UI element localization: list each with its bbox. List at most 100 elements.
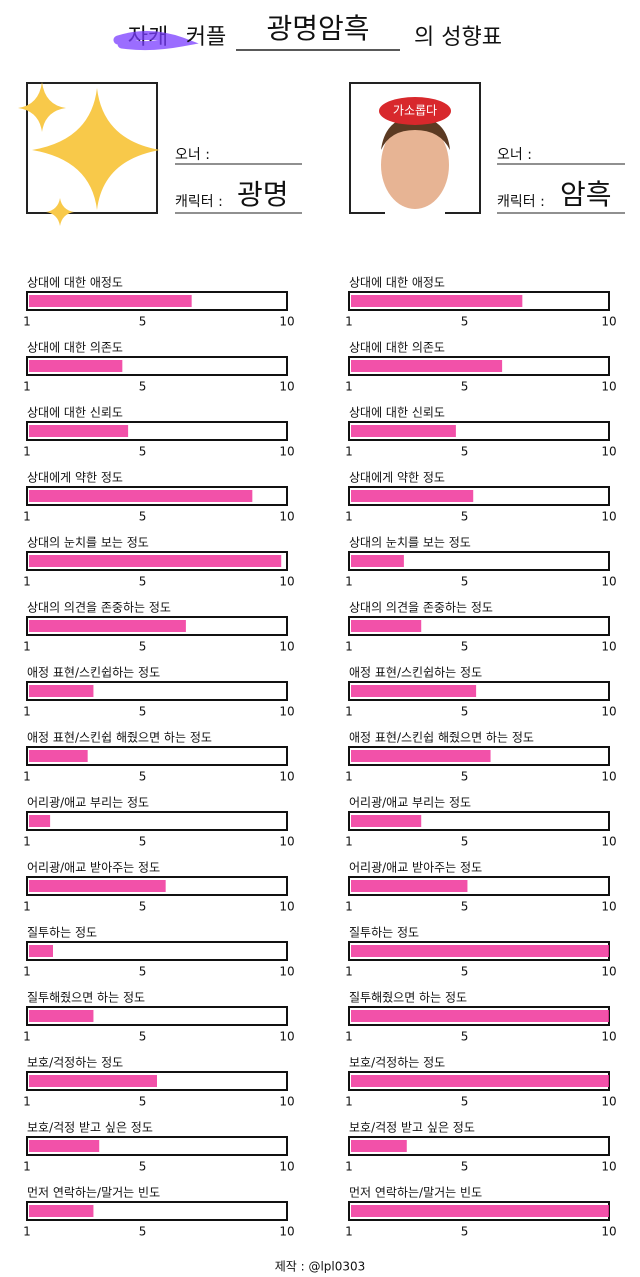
question-label: 보호/걱정 받고 싶은 정도: [27, 1121, 153, 1135]
tick-label: 1: [23, 1160, 31, 1174]
tick-label: 1: [23, 900, 31, 914]
tick-label: 10: [601, 380, 616, 394]
scale-box: [348, 811, 610, 831]
tick-label: 10: [601, 640, 616, 654]
tick-label: 1: [345, 640, 353, 654]
question-label: 상대에 대한 의존도: [349, 341, 445, 355]
tick-label: 5: [461, 315, 469, 329]
tick-label: 5: [461, 705, 469, 719]
tick-label: 5: [461, 640, 469, 654]
char-name: 광명: [237, 178, 289, 211]
question-label: 어리광/애교 부리는 정도: [27, 796, 149, 810]
bar: [351, 490, 474, 502]
tick-label: 1: [345, 705, 353, 719]
sparkle: [18, 82, 66, 132]
question-label: 보호/걱정하는 정도: [27, 1056, 123, 1070]
question-label: 상대의 눈치를 보는 정도: [27, 536, 149, 550]
question-label: 질투해줬으면 하는 정도: [349, 991, 467, 1005]
question-label: 상대에 대한 애정도: [349, 276, 445, 290]
tick-label: 1: [23, 315, 31, 329]
scale-box: [26, 1071, 288, 1091]
tick-label: 5: [461, 575, 469, 589]
scale-box: [26, 1136, 288, 1156]
scale-box: [26, 616, 288, 636]
tick-label: 5: [461, 770, 469, 784]
scale-box: [348, 421, 610, 441]
tick-label: 5: [461, 1095, 469, 1109]
tick-label: 1: [23, 1095, 31, 1109]
tick-label: 10: [601, 510, 616, 524]
tick-label: 1: [23, 835, 31, 849]
bar: [29, 295, 192, 307]
bar: [351, 815, 422, 827]
bar: [29, 620, 186, 632]
tick-label: 10: [601, 835, 616, 849]
bar: [351, 425, 456, 437]
question-label: 상대에게 약한 정도: [27, 470, 123, 485]
bar: [351, 685, 477, 697]
question-label: 질투해줬으면 하는 정도: [27, 991, 145, 1005]
tick-label: 10: [279, 705, 294, 719]
bar: [29, 425, 129, 437]
tick-label: 10: [601, 705, 616, 719]
tick-label: 10: [601, 1225, 616, 1239]
question-label: 상대에 대한 의존도: [27, 341, 123, 355]
tick-label: 10: [601, 1160, 616, 1174]
face: [381, 121, 449, 209]
tick-label: 5: [139, 640, 147, 654]
bar: [351, 295, 523, 307]
scale-box: [26, 421, 288, 441]
tick-label: 1: [345, 900, 353, 914]
tick-label: 5: [139, 510, 147, 524]
tick-label: 10: [279, 1225, 294, 1239]
tick-label: 5: [139, 705, 147, 719]
scale-box: [26, 941, 288, 961]
tick-label: 5: [139, 1160, 147, 1174]
tick-label: 5: [139, 835, 147, 849]
tick-label: 10: [601, 575, 616, 589]
bar: [29, 685, 94, 697]
scale-box: [26, 356, 288, 376]
scale-box: [26, 876, 288, 896]
scale-box: [26, 1006, 288, 1026]
question-label: 질투하는 정도: [27, 926, 97, 940]
char-name: 암흑: [560, 178, 612, 211]
tick-label: 1: [23, 965, 31, 979]
tick-label: 1: [23, 705, 31, 719]
question-label: 상대에게 약한 정도: [349, 470, 445, 485]
tick-label: 1: [345, 835, 353, 849]
tick-label: 10: [279, 835, 294, 849]
footer: 제작 : @lpl0303: [275, 1260, 366, 1274]
bar: [29, 1075, 157, 1087]
shirt: [385, 212, 445, 214]
tick-label: 1: [345, 770, 353, 784]
scale-box: [26, 681, 288, 701]
tick-label: 5: [461, 510, 469, 524]
tick-label: 10: [601, 445, 616, 459]
tick-label: 5: [139, 900, 147, 914]
tick-label: 10: [601, 770, 616, 784]
question-label: 상대에 대한 애정도: [27, 276, 123, 290]
tick-label: 5: [139, 445, 147, 459]
bar: [29, 555, 282, 567]
tick-label: 10: [279, 640, 294, 654]
owner-label: 오너 :: [175, 147, 210, 163]
tick-label: 10: [279, 510, 294, 524]
tick-label: 5: [139, 770, 147, 784]
scribble: [113, 30, 199, 51]
scale-box: [348, 746, 610, 766]
tick-label: 10: [601, 965, 616, 979]
tick-label: 10: [279, 1030, 294, 1044]
tick-label: 1: [345, 510, 353, 524]
tick-label: 5: [461, 965, 469, 979]
question-label: 상대에 대한 신뢰도: [349, 406, 445, 420]
tick-label: 1: [23, 770, 31, 784]
tick-label: 5: [139, 1095, 147, 1109]
bar: [29, 1010, 94, 1022]
tick-label: 5: [139, 575, 147, 589]
tick-label: 10: [601, 900, 616, 914]
tick-label: 10: [279, 900, 294, 914]
bar: [29, 750, 88, 762]
bar: [29, 360, 123, 372]
